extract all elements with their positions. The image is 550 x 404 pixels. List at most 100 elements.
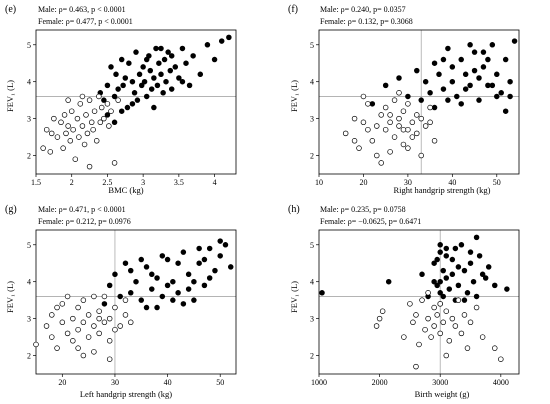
male-data-point	[196, 260, 202, 266]
male-data-point	[106, 282, 113, 289]
female-data-point	[59, 319, 66, 326]
panel-letter: (h)	[288, 204, 300, 215]
male-data-point	[156, 60, 162, 66]
x-tick-label: 50	[216, 378, 224, 387]
female-data-point	[374, 152, 380, 159]
male-data-point	[449, 64, 456, 70]
y-tick-label: 2	[310, 352, 314, 361]
male-stat: Male: ρ= 0.240, p= 0.0357	[320, 5, 406, 14]
male-data-point	[138, 256, 145, 263]
male-data-point	[498, 90, 504, 96]
female-data-point	[492, 345, 498, 351]
male-data-point	[191, 297, 197, 303]
female-data-point	[70, 315, 76, 322]
y-tick-label: 2	[27, 352, 31, 361]
female-data-point	[407, 301, 413, 307]
female-data-point	[58, 119, 64, 126]
x-tick-label: 20	[359, 178, 367, 187]
female-data-point	[437, 301, 443, 307]
male-data-point	[418, 97, 424, 103]
male-data-point	[154, 304, 160, 311]
female-data-point	[431, 323, 437, 329]
male-data-point	[427, 90, 433, 96]
x-axis-title: Left handgrip strength (kg)	[80, 389, 172, 399]
female-data-point	[405, 126, 411, 133]
y-tick-label: 2	[27, 152, 31, 161]
male-data-point	[120, 82, 126, 89]
male-data-point	[470, 278, 477, 285]
y-axis-title: FEV₁ (L)	[5, 281, 15, 313]
x-tick-label: 10	[315, 178, 323, 187]
female-data-point	[72, 156, 79, 162]
male-data-point	[122, 75, 129, 81]
male-data-point	[118, 56, 125, 63]
female-data-point	[387, 119, 393, 126]
female-data-point	[33, 341, 39, 348]
female-data-point	[400, 126, 407, 133]
male-data-point	[143, 264, 150, 270]
female-data-point	[498, 356, 504, 362]
female-data-point	[85, 312, 92, 318]
x-tick-label: 40	[448, 178, 456, 187]
female-data-point	[414, 112, 420, 118]
male-data-point	[190, 53, 196, 59]
male-data-point	[185, 286, 192, 292]
female-data-point	[96, 330, 102, 337]
male-data-point	[492, 282, 498, 289]
female-data-point	[379, 308, 386, 314]
male-data-point	[396, 75, 402, 81]
female-data-point	[77, 101, 84, 107]
male-data-point	[440, 293, 446, 300]
male-data-point	[180, 301, 187, 307]
female-data-point	[458, 330, 465, 337]
male-data-point	[419, 271, 425, 278]
male-data-point	[502, 108, 509, 114]
panel-letter: (e)	[5, 4, 16, 15]
female-data-point	[70, 338, 76, 344]
female-data-point	[473, 304, 480, 311]
male-data-point	[101, 301, 108, 307]
male-data-point	[485, 264, 492, 270]
female-data-point	[400, 141, 407, 148]
male-data-point	[197, 71, 204, 78]
male-data-point	[476, 97, 482, 103]
female-data-point	[440, 319, 446, 326]
male-data-point	[140, 64, 146, 70]
male-data-point	[382, 82, 389, 89]
y-tick-label: 3	[27, 315, 31, 324]
female-data-point	[122, 312, 129, 318]
female-data-point	[68, 108, 75, 114]
male-data-point	[504, 286, 510, 292]
male-stat: Male: ρ= 0.235, p= 0.0758	[320, 205, 406, 214]
female-data-point	[104, 101, 111, 107]
female-data-point	[446, 338, 453, 344]
female-data-point	[75, 326, 81, 333]
male-data-point	[149, 271, 155, 278]
female-data-point	[70, 126, 76, 133]
male-data-point	[449, 256, 456, 263]
female-data-point	[452, 323, 459, 329]
male-data-point	[113, 71, 119, 78]
female-data-point	[391, 134, 398, 140]
plot-area: 20 30 40 50 2 3 4 5	[27, 229, 237, 387]
male-data-point	[134, 97, 141, 103]
y-tick-label: 4	[27, 78, 31, 87]
male-data-point	[211, 56, 218, 63]
female-data-point	[365, 126, 371, 133]
female-data-point	[106, 338, 113, 344]
plot-frame	[318, 29, 520, 175]
male-data-point	[127, 267, 134, 274]
female-data-point	[97, 119, 104, 126]
male-data-point	[206, 245, 213, 252]
female-data-point	[342, 130, 349, 137]
male-data-point	[122, 260, 129, 266]
male-data-point	[217, 253, 223, 259]
female-data-point	[79, 93, 86, 100]
female-data-point	[80, 297, 87, 303]
female-data-point	[75, 304, 81, 311]
female-data-point	[64, 330, 71, 337]
female-data-point	[374, 123, 380, 129]
male-data-point	[405, 93, 411, 100]
male-data-point	[443, 253, 450, 259]
female-data-point	[373, 323, 380, 329]
